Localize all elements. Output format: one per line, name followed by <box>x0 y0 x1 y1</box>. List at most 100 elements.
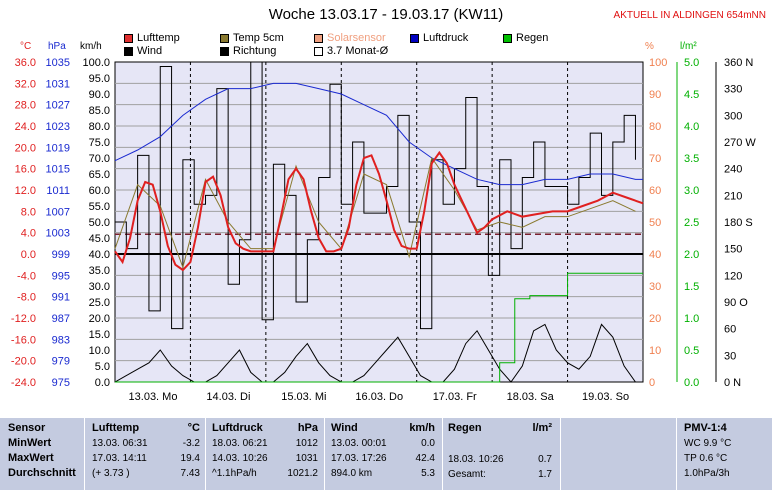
wind-min-value: 0.0 <box>421 438 435 449</box>
luftdruck-column: Luftdruck hPa 18.03. 06:21 1012 14.03. 10:… <box>212 418 318 479</box>
temp-tick-label: 36.0 <box>15 57 36 69</box>
temp-tick-label: -12.0 <box>11 313 36 325</box>
legend-swatch <box>314 33 323 43</box>
legend-swatch <box>124 33 133 43</box>
wind-column: Wind km/h 13.03. 00:01 0.0 17.03. 17:26 42.… <box>331 418 435 479</box>
pmv-header: PMV-1:4 <box>684 422 727 434</box>
wind-tick-label: 95.0 <box>89 73 110 85</box>
x-tick-label: 17.03. Fr <box>433 391 477 403</box>
legend-solarsensor: Solarsensor <box>314 32 386 44</box>
temp-tick-label: 12.0 <box>15 185 36 197</box>
wind-tick-label: 5.0 <box>95 361 110 373</box>
pressure-line <box>114 82 643 186</box>
temp-tick-label: 8.0 <box>21 206 36 218</box>
lufttemp-unit: °C <box>187 422 200 434</box>
rain-tick-label: 4.5 <box>684 89 699 101</box>
temp-tick-label: -20.0 <box>11 356 36 368</box>
pressure-tick-label: 983 <box>52 334 70 346</box>
soil-temp-line <box>114 156 636 270</box>
pmv-windchill: WC 9.9 °C <box>684 438 732 449</box>
wind-unit: km/h <box>80 41 102 52</box>
pressure-tick-label: 1027 <box>46 100 70 112</box>
rain-line <box>115 272 643 383</box>
regen-total-value: 1.7 <box>538 469 552 480</box>
rain-unit: l/m² <box>680 41 697 52</box>
lufttemp-avg-note: (+ 3.73 ) <box>92 468 130 479</box>
luftdruck-min-value: 1012 <box>295 438 318 449</box>
lufttemp-max-time: 17.03. 14:11 <box>92 453 147 464</box>
wind-tick-label: 65.0 <box>89 169 110 181</box>
lufttemp-column: Lufttemp °C 13.03. 06:31 -3.2 17.03. 14:11… <box>92 418 200 479</box>
pressure-tick-label: 1035 <box>46 57 70 69</box>
direction-tick-label: 300 <box>724 110 742 122</box>
rain-tick-label: 2.5 <box>684 217 699 229</box>
pressure-tick-label: 975 <box>52 377 70 389</box>
legend-richtung: Richtung <box>220 45 276 57</box>
x-tick-label: 15.03. Mi <box>281 391 326 403</box>
x-tick-label: 19.03. So <box>582 391 629 403</box>
pressure-tick-label: 1023 <box>46 121 70 133</box>
wind-tick-label: 40.0 <box>89 249 110 261</box>
solar-tick-label: 10 <box>649 345 661 357</box>
minwert-label: MinWert <box>8 437 52 449</box>
rain-tick-label: 4.0 <box>684 121 699 133</box>
legend-wind: Wind <box>124 45 162 57</box>
solar-tick-label: 0 <box>649 377 655 389</box>
x-tick-label: 18.03. Sa <box>507 391 555 403</box>
pressure-tick-label: 1003 <box>46 228 70 240</box>
x-tick-label: 14.03. Di <box>206 391 250 403</box>
rain-tick-label: 0.0 <box>684 377 699 389</box>
pressure-tick-label: 1019 <box>46 142 70 154</box>
durchschnitt-label: Durchschnitt <box>8 467 76 479</box>
legend-swatch <box>503 33 512 43</box>
solar-tick-label: 50 <box>649 217 661 229</box>
rain-tick-label: 1.0 <box>684 313 699 325</box>
pressure-tick-label: 999 <box>52 249 70 261</box>
legend-swatch <box>220 46 229 56</box>
solar-tick-label: 100 <box>649 57 667 69</box>
wind-tick-label: 0.0 <box>95 377 110 389</box>
solar-unit: % <box>645 41 654 52</box>
pressure-unit: hPa <box>48 41 66 52</box>
pressure-tick-label: 1031 <box>46 78 70 90</box>
direction-tick-label: 60 <box>724 324 736 336</box>
direction-tick-label: 30 <box>724 350 736 362</box>
direction-tick-label: 180 S <box>724 217 753 229</box>
luftdruck-trend: ^1.1hPa/h <box>212 468 257 479</box>
wind-tick-label: 100.0 <box>82 57 110 69</box>
wind-tick-label: 45.0 <box>89 233 110 245</box>
direction-tick-label: 330 <box>724 84 742 96</box>
temp-tick-label: -8.0 <box>17 292 36 304</box>
wind-tick-label: 35.0 <box>89 265 110 277</box>
wind-avg-value: 5.3 <box>421 468 435 479</box>
temp-tick-label: -16.0 <box>11 334 36 346</box>
pressure-tick-label: 1011 <box>46 185 70 197</box>
direction-tick-label: 120 <box>724 270 742 282</box>
direction-tick-label: 90 O <box>724 297 748 309</box>
wind-max-time: 17.03. 17:26 <box>331 453 387 464</box>
pmv-dewpoint: TP 0.6 °C <box>684 453 728 464</box>
direction-tick-label: 360 N <box>724 57 753 69</box>
wind-tick-label: 70.0 <box>89 153 110 165</box>
legend-lufttemp: Lufttemp <box>124 32 180 44</box>
legend-luftdruck: Luftdruck <box>410 32 468 44</box>
direction-tick-label: 150 <box>724 244 742 256</box>
regen-max-time: 18.03. 10:26 <box>448 454 504 465</box>
x-tick-label: 13.03. Mo <box>129 391 178 403</box>
temp-tick-label: 0.0 <box>21 249 36 261</box>
lufttemp-max-value: 19.4 <box>180 453 200 464</box>
wind-distance: 894.0 km <box>331 468 373 479</box>
direction-tick-label: 270 W <box>724 137 756 149</box>
chart-title: Woche 13.03.17 - 19.03.17 (KW11) <box>268 6 504 23</box>
sensor-column: Sensor MinWert MaxWert Durchschnitt <box>8 418 82 479</box>
wind-header: Wind <box>331 422 358 434</box>
pressure-tick-label: 987 <box>52 313 70 325</box>
legend-swatch <box>410 33 419 43</box>
luftdruck-header: Luftdruck <box>212 422 263 434</box>
wind-tick-label: 30.0 <box>89 281 110 293</box>
wind-tick-label: 25.0 <box>89 297 110 309</box>
wind-tick-label: 85.0 <box>89 105 110 117</box>
luftdruck-max-value: 1031 <box>295 453 318 464</box>
rain-tick-label: 2.0 <box>684 249 699 261</box>
legend-regen: Regen <box>503 32 548 44</box>
